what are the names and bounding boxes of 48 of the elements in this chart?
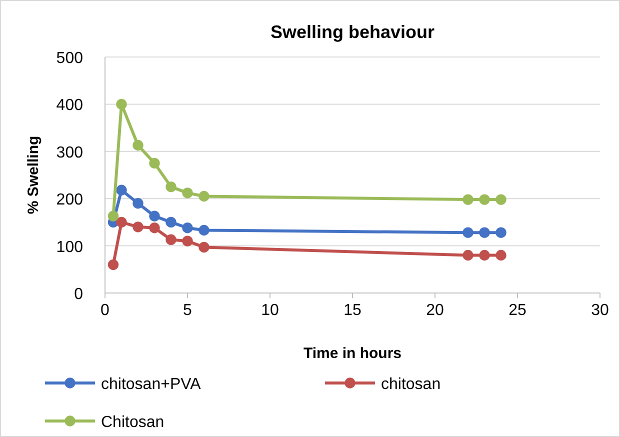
point	[108, 259, 119, 270]
point	[198, 190, 210, 202]
point	[116, 98, 127, 110]
x-tick-label: 25	[508, 302, 526, 319]
y-tick-label: 400	[56, 97, 84, 114]
x-tick-label: 0	[100, 302, 110, 319]
point	[496, 250, 506, 261]
y-tick-label: 300	[56, 144, 84, 162]
point	[198, 224, 210, 236]
y-tick-label: 0	[74, 286, 84, 303]
point	[462, 227, 474, 238]
point	[496, 194, 506, 205]
point	[462, 250, 474, 261]
point	[116, 184, 127, 196]
point	[182, 236, 193, 246]
legend-label: chitosan+PVA	[101, 376, 202, 393]
point	[108, 210, 119, 222]
y-tick-label: 500	[56, 50, 84, 67]
point	[132, 140, 144, 151]
x-tick-label: 10	[261, 302, 279, 319]
chart-title: Swelling behaviour	[270, 22, 435, 42]
point	[149, 158, 160, 169]
point	[166, 234, 176, 246]
legend-label: Chitosan	[101, 414, 164, 431]
point	[149, 222, 160, 234]
y-axis-title: % Swelling	[25, 136, 42, 214]
x-tick-label: 15	[344, 302, 362, 319]
point	[166, 216, 176, 228]
point	[182, 188, 193, 198]
x-tick-label: 30	[591, 302, 609, 319]
point	[479, 227, 490, 238]
x-axis-title: Time in hours	[303, 345, 402, 362]
x-tick-label: 20	[426, 302, 444, 319]
y-tick-label: 200	[56, 192, 84, 209]
point	[132, 198, 144, 209]
point	[462, 194, 474, 205]
point	[132, 222, 144, 232]
point	[116, 216, 127, 228]
point	[479, 194, 490, 205]
y-tick-label: 100	[56, 238, 84, 256]
x-tick-label: 5	[183, 302, 192, 319]
point	[149, 210, 160, 222]
point	[166, 181, 176, 192]
point	[198, 242, 210, 253]
point	[182, 222, 193, 234]
point	[496, 227, 506, 238]
legend-label: chitosan	[381, 376, 441, 393]
point	[479, 250, 490, 261]
